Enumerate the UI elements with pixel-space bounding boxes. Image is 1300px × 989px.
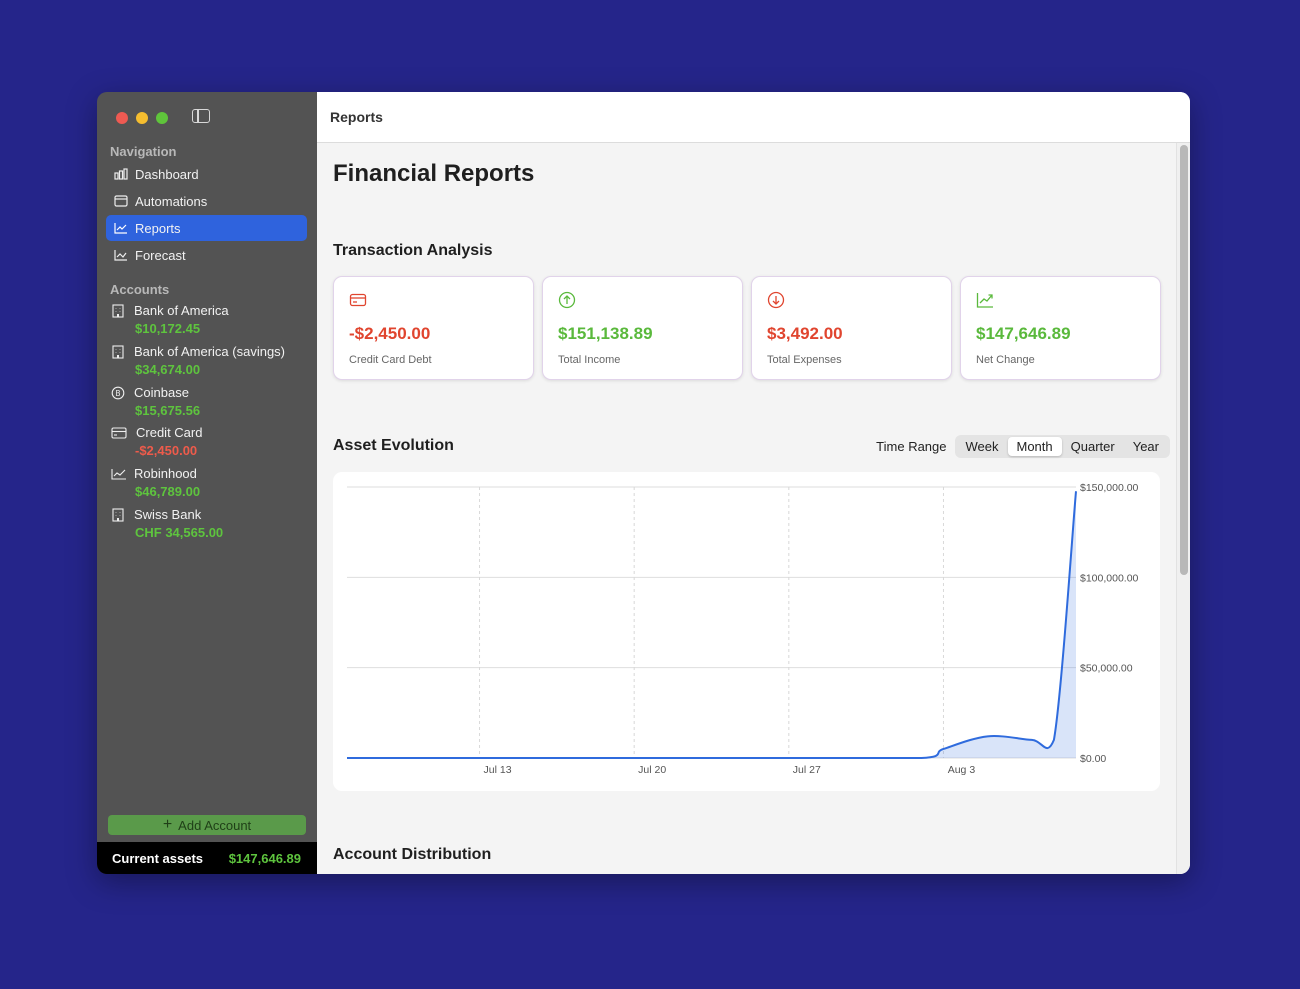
sidebar-item-automations[interactable]: Automations <box>106 188 307 214</box>
card-value: $147,646.89 <box>976 324 1071 343</box>
account-robinhood[interactable]: Robinhood $46,789.00 <box>111 466 311 499</box>
reports-content: Financial Reports Transaction Analysis -… <box>317 143 1176 874</box>
account-bank-of-america[interactable]: Bank of America $10,172.45 <box>111 303 311 336</box>
account-balance: $10,172.45 <box>135 321 201 336</box>
arrow-down-circle-icon <box>767 291 785 309</box>
scrollbar-thumb[interactable] <box>1180 145 1188 575</box>
sidebar-item-label: Reports <box>135 220 181 236</box>
time-range-quarter[interactable]: Quarter <box>1070 439 1115 454</box>
card-label: Total Expenses <box>767 354 842 366</box>
scrollbar-track[interactable] <box>1176 143 1190 874</box>
calendar-icon <box>114 195 128 207</box>
y-tick-label: $150,000.00 <box>1080 482 1139 494</box>
add-account-button[interactable]: + Add Account <box>108 815 306 835</box>
account-balance: CHF 34,565.00 <box>135 525 224 540</box>
y-tick-label: $50,000.00 <box>1080 663 1133 675</box>
trend-up-icon <box>976 293 993 308</box>
account-distribution-title: Account Distribution <box>333 846 492 863</box>
close-window-button[interactable] <box>116 112 128 124</box>
bar-chart-icon <box>114 168 128 180</box>
account-name: Swiss Bank <box>134 507 202 522</box>
time-range-control: Time Range Week Month Quarter Year <box>876 435 1170 458</box>
sidebar-item-reports[interactable]: Reports <box>106 215 307 241</box>
arrow-up-circle-icon <box>558 291 576 309</box>
card-value: $151,138.89 <box>558 324 653 343</box>
add-account-label: Add Account <box>178 817 252 833</box>
sidebar-item-label: Forecast <box>135 247 186 263</box>
time-range-year[interactable]: Year <box>1132 439 1159 454</box>
sidebar: Navigation Dashboard Automations Reports… <box>97 92 317 874</box>
plus-icon: + <box>162 816 173 833</box>
bitcoin-icon: B <box>111 386 125 399</box>
zoom-window-button[interactable] <box>156 112 168 124</box>
x-tick-label: Jul 27 <box>793 764 821 776</box>
sidebar-toggle-icon[interactable] <box>192 109 210 123</box>
sidebar-item-label: Dashboard <box>135 166 199 182</box>
page-title: Financial Reports <box>333 160 535 187</box>
credit-card-icon <box>111 426 127 439</box>
building-icon <box>112 507 124 522</box>
current-assets-value: $147,646.89 <box>228 850 301 866</box>
y-tick-label: $100,000.00 <box>1080 572 1139 584</box>
account-bank-of-america-savings[interactable]: Bank of America (savings) $34,674.00 <box>111 344 311 377</box>
series-area <box>347 491 1076 758</box>
total-income-card: $151,138.89 Total Income <box>542 276 743 380</box>
trend-up-icon <box>111 468 126 480</box>
y-tick-label: $0.00 <box>1080 753 1106 765</box>
summary-cards: -$2,450.00 Credit Card Debt $151,138.89 … <box>333 276 1161 380</box>
x-tick-label: Jul 20 <box>638 764 666 776</box>
minimize-window-button[interactable] <box>136 112 148 124</box>
account-balance: -$2,450.00 <box>135 443 198 458</box>
asset-chart-svg: $0.00 $50,000.00 $100,000.00 $150,000.00 Jul… <box>346 482 1139 776</box>
transaction-analysis-title: Transaction Analysis <box>333 242 493 259</box>
account-coinbase[interactable]: B Coinbase $15,675.56 <box>111 385 311 418</box>
building-icon <box>112 344 124 359</box>
account-balance: $15,675.56 <box>135 403 201 418</box>
account-name: Credit Card <box>136 425 203 440</box>
current-assets-footer: Current assets $147,646.89 <box>97 842 317 874</box>
asset-evolution-title: Asset Evolution <box>333 437 454 454</box>
current-assets-label: Current assets <box>112 850 204 866</box>
credit-card-debt-card: -$2,450.00 Credit Card Debt <box>333 276 534 380</box>
x-tick-label: Jul 13 <box>484 764 512 776</box>
sidebar-item-dashboard[interactable]: Dashboard <box>106 161 307 187</box>
main-panel: Reports Financial Reports Transaction An… <box>317 92 1190 874</box>
navigation-section-title: Navigation <box>110 144 177 159</box>
account-swiss-bank[interactable]: Swiss Bank CHF 34,565.00 <box>111 507 311 540</box>
account-credit-card[interactable]: Credit Card -$2,450.00 <box>111 425 311 458</box>
net-change-card: $147,646.89 Net Change <box>960 276 1161 380</box>
card-label: Total Income <box>558 354 621 366</box>
accounts-section-title: Accounts <box>110 282 170 297</box>
account-name: Bank of America <box>134 303 229 318</box>
credit-card-icon <box>349 293 367 307</box>
card-label: Net Change <box>976 354 1035 366</box>
svg-text:B: B <box>115 388 120 397</box>
time-range-label: Time Range <box>876 439 947 454</box>
time-range-month[interactable]: Month <box>1007 437 1062 456</box>
building-icon <box>112 303 124 318</box>
series-line <box>346 491 1077 759</box>
forecast-icon <box>114 250 127 261</box>
trend-up-icon <box>114 223 127 234</box>
sidebar-item-forecast[interactable]: Forecast <box>106 242 307 268</box>
time-range-week[interactable]: Week <box>965 439 999 454</box>
window-title: Reports <box>317 92 1190 143</box>
account-name: Robinhood <box>134 466 197 481</box>
card-value: $3,492.00 <box>767 324 843 343</box>
account-balance: $34,674.00 <box>135 362 201 377</box>
card-value: -$2,450.00 <box>349 324 431 343</box>
window-controls <box>116 112 168 124</box>
account-name: Coinbase <box>134 385 189 400</box>
asset-evolution-chart: $0.00 $50,000.00 $100,000.00 $150,000.00 Jul… <box>333 472 1160 791</box>
sidebar-item-label: Automations <box>135 193 208 209</box>
total-expenses-card: $3,492.00 Total Expenses <box>751 276 952 380</box>
x-tick-label: Aug 3 <box>948 764 976 776</box>
time-range-segmented: Week Month Quarter Year <box>954 435 1170 458</box>
app-window: Navigation Dashboard Automations Reports… <box>97 92 1190 874</box>
card-label: Credit Card Debt <box>349 354 432 366</box>
account-name: Bank of America (savings) <box>134 344 286 359</box>
account-balance: $46,789.00 <box>135 484 201 499</box>
